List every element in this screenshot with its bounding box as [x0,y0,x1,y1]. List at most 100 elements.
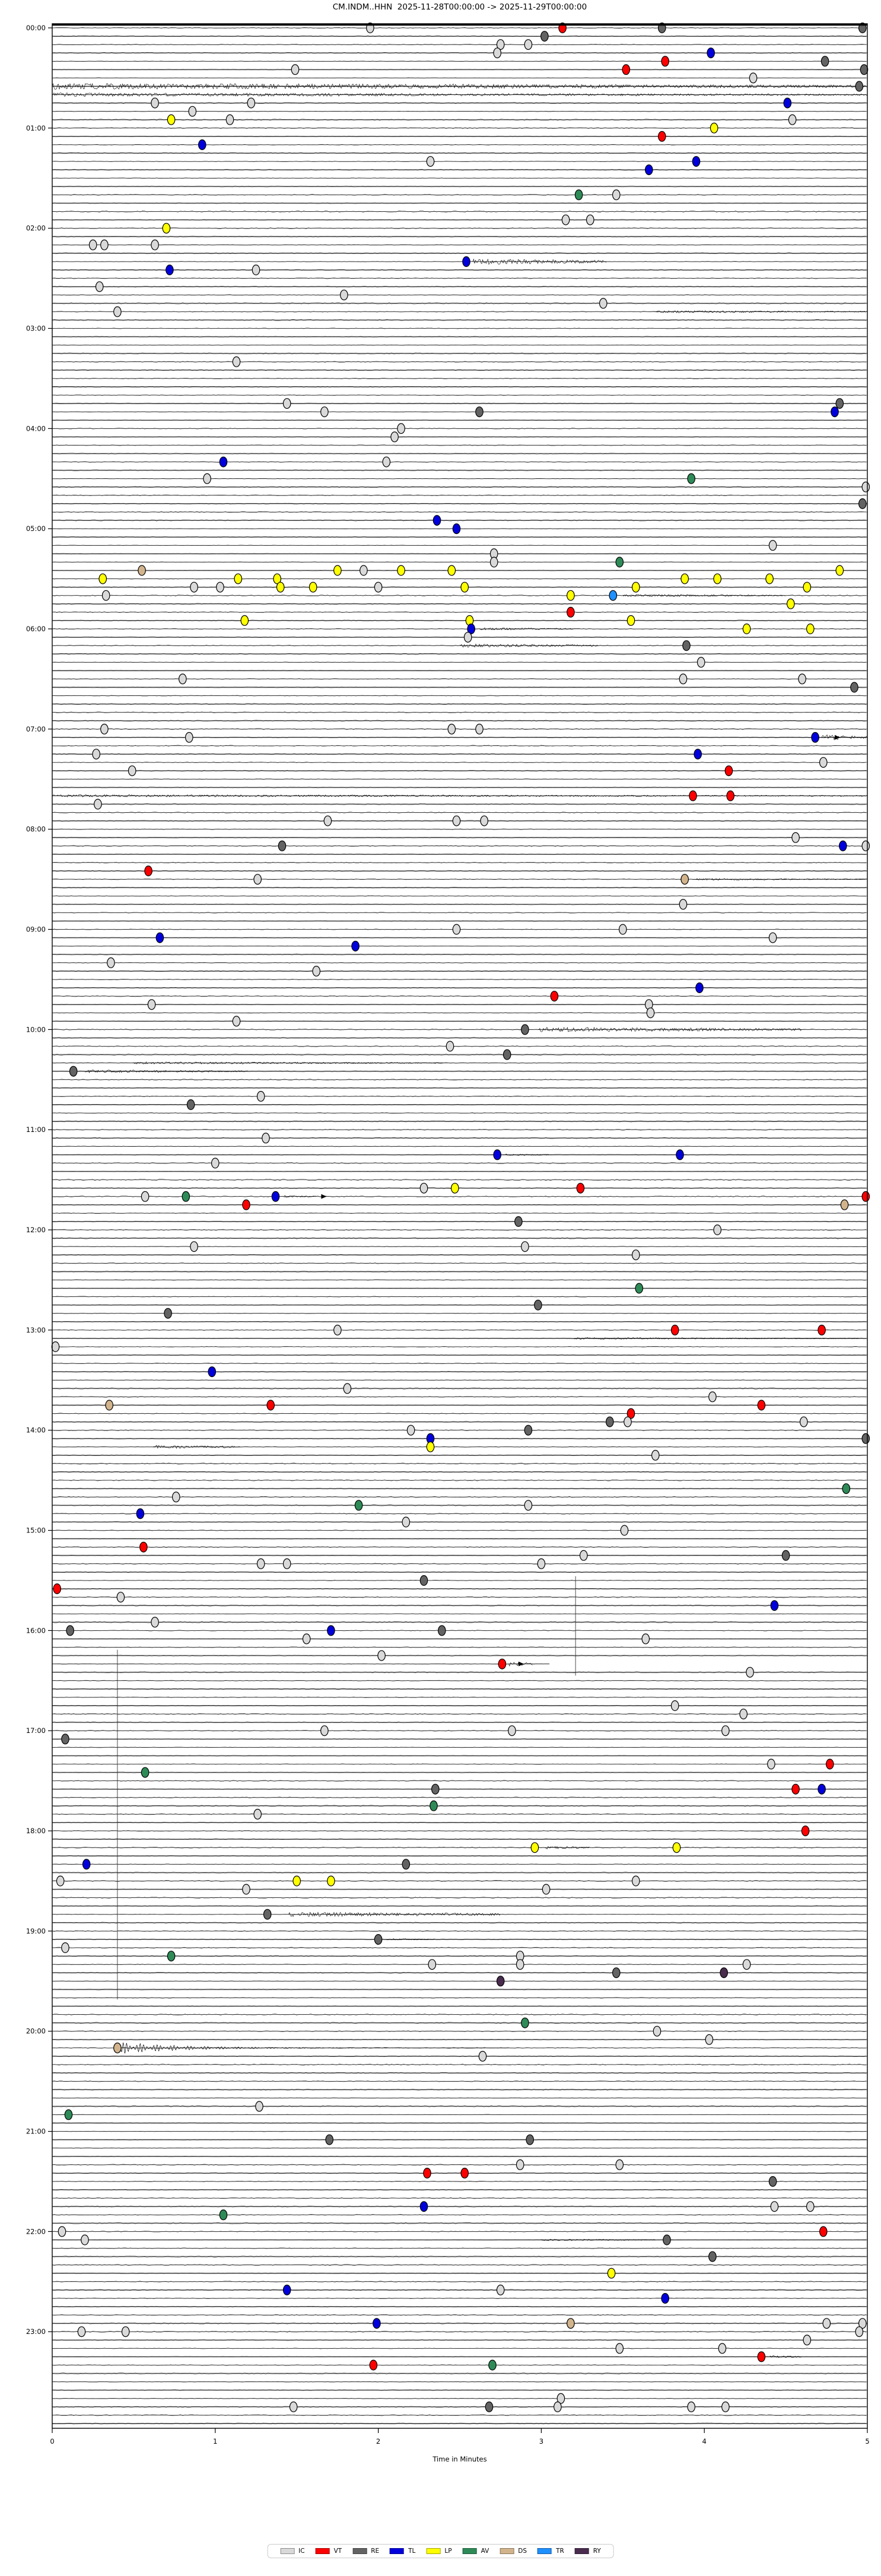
event-marker-vt [567,606,575,618]
trace-row [52,2014,867,2015]
event-marker-vt [622,64,631,75]
event-marker-ic [56,1875,65,1887]
trace-row [52,1020,867,1022]
event-marker-lp [234,573,243,584]
event-marker-ic [537,1558,546,1569]
trace-row [52,1237,867,1239]
trace-row [52,1930,867,1932]
event-marker-ic [496,2284,505,2295]
event-marker-ic [475,723,484,734]
event-marker-re [164,1308,172,1319]
event-marker-ic [521,1241,529,1252]
event-marker-re [61,1734,69,1745]
legend-label: RE [371,2548,380,2555]
trace-row [52,1880,867,1882]
y-tick-label: 23:00 [26,2327,46,2336]
legend-swatch-icon [352,2548,367,2554]
event-marker-lp [672,1842,681,1853]
event-marker-vt [242,1199,250,1210]
trace-row [52,762,867,764]
event-marker-re [402,1859,411,1870]
trace-row [52,1813,867,1815]
event-marker-ic [291,64,300,75]
spike-arrow-icon [321,1194,327,1199]
trace-row [52,637,867,638]
trace-row [52,645,867,647]
trace-row [52,319,867,321]
legend-item-ry: RY [574,2548,601,2555]
trace-row [52,2356,867,2358]
trace-row [52,1137,867,1139]
trace-row [52,628,867,630]
event-marker-vt [576,1182,585,1194]
trace-row [52,1171,867,1172]
noise-burst [505,1153,549,1156]
trace-row [52,285,867,288]
trace-row [52,1079,867,1081]
event-marker-ic [615,2159,624,2170]
event-marker-ic [749,72,758,84]
event-marker-tl [327,1625,335,1636]
event-marker-ic [452,815,461,826]
event-marker-ic [426,156,435,167]
legend-swatch-icon [462,2548,477,2554]
event-marker-av [687,473,695,484]
event-marker-tl [694,749,702,760]
event-marker-ic [632,1249,640,1261]
legend-label: TL [408,2548,416,2555]
event-marker-ic [670,1700,679,1712]
event-marker-vt [801,1826,810,1837]
trace-row [52,1338,867,1339]
trace-row [52,127,867,129]
event-marker-lp [327,1875,335,1887]
trace-row [52,1271,867,1273]
event-marker-re [781,1550,790,1561]
trace-row [52,1830,867,1832]
event-marker-re [514,1216,523,1227]
noise-burst [574,1337,859,1340]
event-marker-tl [271,1191,280,1202]
trace-row [52,1922,867,1923]
trace-row [52,1671,867,1674]
event-marker-ic [803,2335,812,2346]
event-marker-vt [266,1400,275,1411]
noise-burst [52,92,867,97]
noise-burst [459,643,598,648]
trace-row [52,35,866,37]
event-marker-tl [770,1600,779,1611]
event-marker-tl [811,732,819,743]
trace-row [52,1747,867,1748]
event-marker-ic [721,1725,730,1737]
event-marker-ic [128,765,136,777]
event-marker-ic [705,2034,714,2045]
event-marker-re [437,1625,446,1636]
event-marker-ic [225,114,234,125]
event-marker-ic [746,1667,754,1678]
event-marker-ic [289,2401,298,2412]
event-marker-ic [739,1709,748,1720]
legend-swatch-icon [537,2548,552,2554]
trace-row [52,1496,867,1498]
event-marker-ic [95,281,104,292]
x-tick-label: 1 [213,2437,217,2445]
trace-row [52,1554,867,1556]
legend-item-vt: VT [315,2548,342,2555]
event-marker-re [860,64,869,75]
event-marker-av [574,189,583,201]
trace-row [52,2289,866,2291]
trace-row [52,1062,867,1064]
event-marker-ic [100,723,109,734]
y-tick-label: 09:00 [26,926,46,934]
noise-burst [821,734,867,741]
legend-label: AV [481,2548,489,2555]
event-marker-vt [726,790,734,802]
event-marker-ic [232,1016,241,1027]
trace-row [52,1980,867,1982]
trace-row [52,2214,867,2216]
trace-row [52,352,867,354]
event-marker-tl [282,2284,291,2295]
event-marker-re [186,1099,195,1110]
event-marker-ic [402,1516,411,1528]
trace-row [52,1604,867,1607]
